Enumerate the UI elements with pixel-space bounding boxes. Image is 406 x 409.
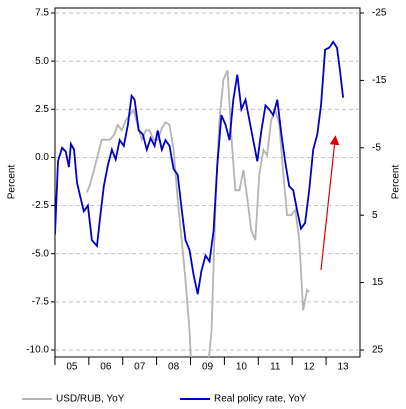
annotation-arrow [320, 135, 340, 271]
y-tick-label: -2.5 [32, 200, 50, 211]
x-tick-label: 12 [304, 362, 316, 373]
plot-frame [54, 7, 361, 358]
legend-label: Real policy rate, YoY [214, 394, 307, 405]
x-tick-label: 09 [202, 362, 214, 373]
x-tick-label: 07 [134, 362, 146, 373]
x-tick-label: 08 [168, 362, 180, 373]
y-axis-label: Percent [7, 165, 18, 200]
y-tick-label: -10.0 [26, 345, 49, 356]
x-tick-label: 06 [100, 362, 112, 373]
y-tick-label: 7.5 [35, 8, 49, 19]
x-tick-label: 13 [337, 362, 349, 373]
y2-tick-label: 25 [372, 345, 384, 356]
y-tick-label: -7.5 [32, 296, 50, 307]
series-line [55, 40, 344, 295]
y2-tick-label: 5 [372, 210, 378, 221]
y2-tick-label: -25 [372, 8, 387, 19]
legend-label: USD/RUB, YoY [56, 394, 125, 405]
y-tick-label: -5.0 [32, 248, 50, 259]
y-tick-label: 2.5 [35, 104, 49, 115]
series-line [86, 69, 310, 357]
x-tick-label: 11 [270, 362, 281, 373]
y2-axis-label: Percent [391, 165, 402, 200]
y-tick-label: 0.0 [35, 152, 49, 163]
y2-tick-label: -5 [372, 142, 381, 153]
x-tick-label: 05 [66, 362, 78, 373]
y2-tick-label: 15 [372, 277, 384, 288]
y2-tick-label: -15 [372, 75, 387, 86]
plot-lines [55, 40, 344, 357]
x-tick-label: 10 [236, 362, 248, 373]
y-tick-label: 5.0 [35, 56, 49, 67]
